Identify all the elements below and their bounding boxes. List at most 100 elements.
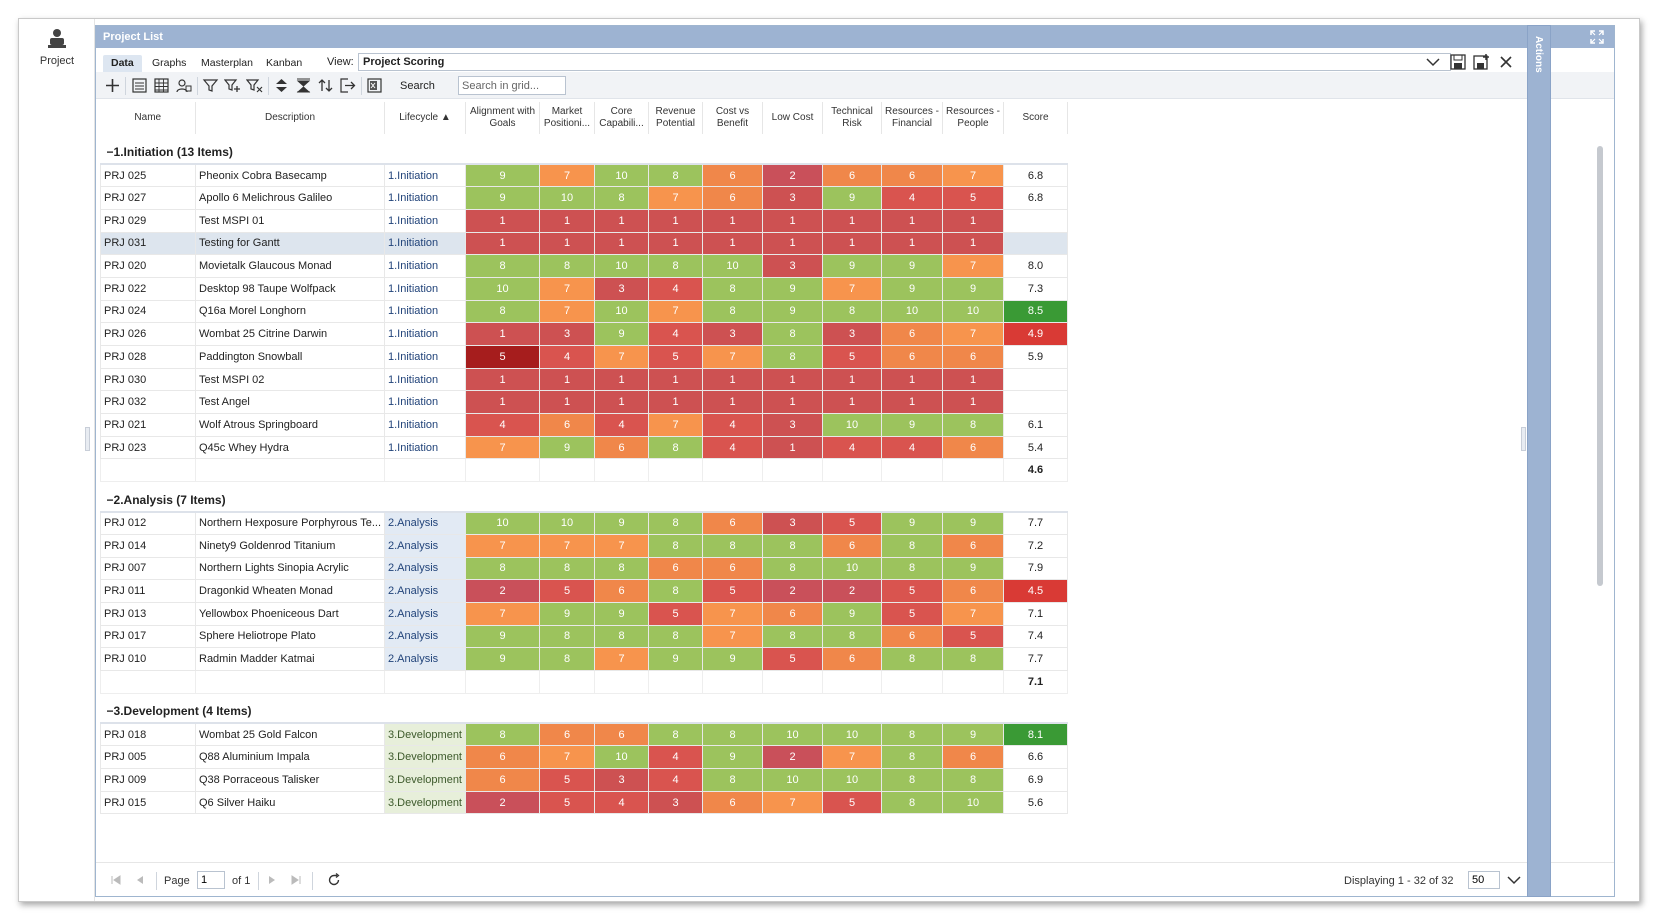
criteria-score-cell[interactable]: 8 [881,722,943,747]
criteria-score-cell[interactable]: 6 [942,435,1004,460]
criteria-score-cell[interactable]: 5 [702,579,763,603]
criteria-score-cell[interactable]: 10 [822,413,882,437]
criteria-score-cell[interactable]: 5 [762,647,823,671]
criteria-score-cell[interactable]: 9 [822,254,882,278]
criteria-score-cell[interactable]: 7 [594,345,649,369]
criteria-score-cell[interactable]: 9 [822,601,882,626]
project-id-cell[interactable]: PRJ 026 [100,322,196,346]
project-description-cell[interactable]: Testing for Gantt [195,231,385,256]
project-description-cell[interactable]: Dragonkid Wheaten Monad [195,579,385,603]
project-id-cell[interactable]: PRJ 015 [100,790,196,815]
criteria-score-cell[interactable]: 1 [648,208,703,233]
column-header-revenue[interactable]: Revenue Potential [648,102,703,134]
criteria-score-cell[interactable]: 6 [942,533,1004,558]
criteria-score-cell[interactable]: 8 [648,722,703,747]
criteria-score-cell[interactable]: 3 [762,186,823,210]
criteria-score-cell[interactable]: 9 [942,556,1004,581]
criteria-score-cell[interactable]: 1 [942,390,1004,415]
criteria-score-cell[interactable]: 7 [702,601,763,626]
save-as-view-icon[interactable] [1472,53,1492,71]
criteria-score-cell[interactable]: 1 [594,208,649,233]
table-row[interactable]: PRJ 015 Q6 Silver Haiku 3.Development 2 5 4 3 6… [100,790,1068,815]
criteria-score-cell[interactable]: 6 [648,556,703,581]
lifecycle-cell[interactable]: 3.Development [384,745,466,769]
save-view-icon[interactable] [1448,53,1468,71]
lifecycle-cell[interactable]: 3.Development [384,790,466,815]
criteria-score-cell[interactable]: 8 [594,556,649,581]
criteria-score-cell[interactable]: 1 [881,208,943,233]
criteria-score-cell[interactable]: 6 [881,345,943,369]
criteria-score-cell[interactable]: 1 [594,390,649,415]
project-id-cell[interactable]: PRJ 014 [100,533,196,558]
total-score-cell[interactable]: 6.8 [1003,163,1068,188]
group-header-row[interactable]: −2.Analysis (7 Items) [100,481,1068,513]
criteria-score-cell[interactable]: 4 [465,413,540,437]
criteria-score-cell[interactable]: 9 [594,601,649,626]
table-row[interactable]: PRJ 025 Pheonix Cobra Basecamp 1.Initiatio… [100,163,1068,188]
project-description-cell[interactable]: Movietalk Glaucous Monad [195,254,385,278]
criteria-score-cell[interactable]: 7 [594,533,649,558]
criteria-score-cell[interactable]: 1 [822,208,882,233]
criteria-score-cell[interactable]: 6 [881,322,943,346]
total-score-cell[interactable]: 7.7 [1003,511,1068,535]
tab-masterplan[interactable]: Masterplan [201,57,253,69]
criteria-score-cell[interactable]: 1 [648,390,703,415]
criteria-score-cell[interactable]: 7 [539,276,595,301]
criteria-score-cell[interactable]: 4 [648,276,703,301]
lifecycle-cell[interactable]: 2.Analysis [384,579,466,603]
criteria-score-cell[interactable]: 4 [539,345,595,369]
criteria-score-cell[interactable]: 7 [942,601,1004,626]
criteria-score-cell[interactable]: 6 [942,579,1004,603]
criteria-score-cell[interactable]: 7 [648,186,703,210]
criteria-score-cell[interactable]: 8 [881,647,943,671]
criteria-score-cell[interactable]: 8 [881,790,943,815]
criteria-score-cell[interactable]: 8 [762,345,823,369]
lifecycle-cell[interactable]: 1.Initiation [384,186,466,210]
project-id-cell[interactable]: PRJ 010 [100,647,196,671]
criteria-score-cell[interactable]: 9 [942,511,1004,535]
criteria-score-cell[interactable]: 7 [539,163,595,188]
criteria-score-cell[interactable]: 4 [594,413,649,437]
next-page-icon[interactable] [266,874,278,886]
total-score-cell[interactable] [1003,390,1068,415]
criteria-score-cell[interactable]: 8 [762,556,823,581]
criteria-score-cell[interactable]: 9 [702,647,763,671]
criteria-score-cell[interactable]: 1 [594,231,649,256]
project-id-cell[interactable]: PRJ 017 [100,624,196,649]
criteria-score-cell[interactable]: 8 [648,511,703,535]
excel-icon[interactable] [366,77,383,94]
criteria-score-cell[interactable]: 1 [539,231,595,256]
maximize-icon[interactable] [1590,30,1604,44]
actions-panel[interactable]: Actions [1527,25,1551,897]
column-header-technical-risk[interactable]: Technical Risk [822,102,882,134]
criteria-score-cell[interactable]: 9 [465,647,540,671]
total-score-cell[interactable]: 6.9 [1003,768,1068,792]
lifecycle-cell[interactable]: 1.Initiation [384,163,466,188]
criteria-score-cell[interactable]: 1 [881,390,943,415]
total-score-cell[interactable]: 7.7 [1003,647,1068,671]
lifecycle-cell[interactable]: 3.Development [384,722,466,747]
criteria-score-cell[interactable]: 9 [594,322,649,346]
project-id-cell[interactable]: PRJ 024 [100,299,196,324]
table-row[interactable]: PRJ 020 Movietalk Glaucous Monad 1.Initiat… [100,254,1068,278]
project-description-cell[interactable]: Paddington Snowball [195,345,385,369]
criteria-score-cell[interactable]: 2 [465,790,540,815]
criteria-score-cell[interactable]: 10 [762,768,823,792]
group-header[interactable]: −1.Initiation (13 Items) [100,134,1068,165]
collapse-group-icon[interactable]: − [106,492,114,507]
criteria-score-cell[interactable]: 6 [942,345,1004,369]
criteria-score-cell[interactable]: 8 [942,413,1004,437]
column-header-score[interactable]: Score [1003,102,1068,134]
criteria-score-cell[interactable]: 9 [702,745,763,769]
criteria-score-cell[interactable]: 6 [762,601,823,626]
criteria-score-cell[interactable]: 4 [648,322,703,346]
total-score-cell[interactable]: 4.9 [1003,322,1068,346]
criteria-score-cell[interactable]: 9 [881,276,943,301]
criteria-score-cell[interactable]: 1 [762,208,823,233]
criteria-score-cell[interactable]: 5 [942,186,1004,210]
criteria-score-cell[interactable]: 4 [881,186,943,210]
criteria-score-cell[interactable]: 6 [594,435,649,460]
criteria-score-cell[interactable]: 10 [594,745,649,769]
criteria-score-cell[interactable]: 1 [539,208,595,233]
lifecycle-cell[interactable]: 2.Analysis [384,556,466,581]
